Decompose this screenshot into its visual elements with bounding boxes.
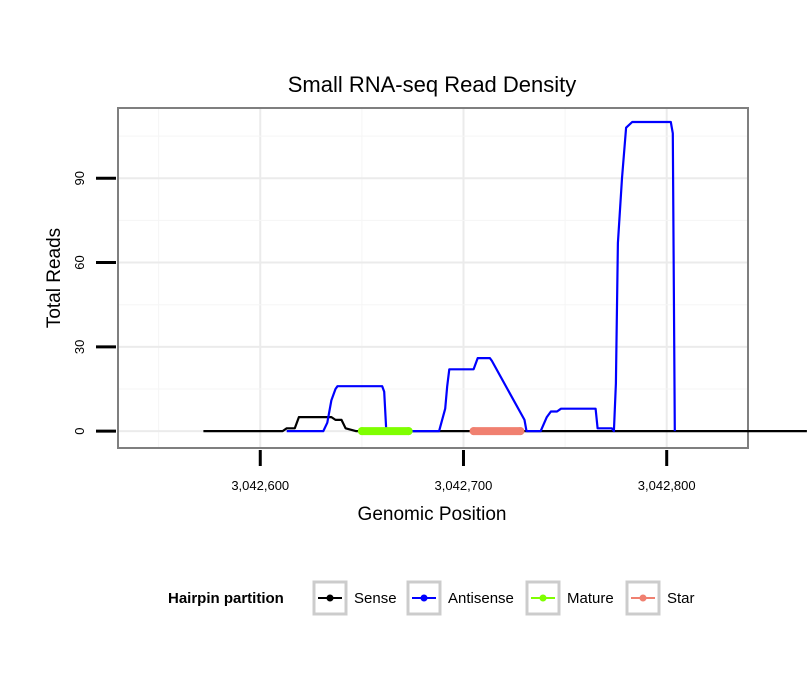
x-axis-title: Genomic Position bbox=[358, 504, 507, 525]
data-point-mature bbox=[357, 427, 366, 436]
plot-panel bbox=[117, 107, 749, 449]
data-point-star bbox=[516, 427, 525, 436]
axes: 0 30 60 90 3,042,600 3,042,700 3,042,800 bbox=[72, 171, 696, 493]
legend-point-sense bbox=[326, 594, 334, 602]
y-tick-label: 90 bbox=[72, 171, 87, 185]
data-point-star bbox=[469, 427, 478, 436]
legend-point-mature bbox=[539, 594, 547, 602]
grid bbox=[119, 109, 747, 447]
legend-label-antisense: Antisense bbox=[448, 590, 514, 607]
series-line-sense bbox=[203, 416, 807, 433]
y-tick-label: 60 bbox=[72, 255, 87, 269]
legend-title: Hairpin partition bbox=[168, 590, 284, 607]
x-tick-label: 3,042,700 bbox=[435, 478, 493, 493]
y-tick-label: 0 bbox=[72, 428, 87, 435]
y-axis-title: Total Reads bbox=[44, 228, 65, 328]
x-tick-label: 3,042,600 bbox=[231, 478, 289, 493]
legend-point-antisense bbox=[420, 594, 428, 602]
legend-label-sense: Sense bbox=[354, 590, 397, 607]
chart-title: Small RNA-seq Read Density bbox=[288, 72, 577, 97]
legend-point-star bbox=[639, 594, 647, 602]
legend-label-mature: Mature bbox=[567, 590, 614, 607]
legend: Hairpin partition Sense Antisense Mature St… bbox=[168, 580, 695, 616]
x-tick-label: 3,042,800 bbox=[638, 478, 696, 493]
data-point-mature bbox=[404, 427, 413, 436]
series-layer bbox=[203, 120, 807, 436]
series-line-antisense bbox=[286, 120, 676, 433]
y-tick-label: 30 bbox=[72, 340, 87, 354]
legend-label-star: Star bbox=[667, 590, 695, 607]
